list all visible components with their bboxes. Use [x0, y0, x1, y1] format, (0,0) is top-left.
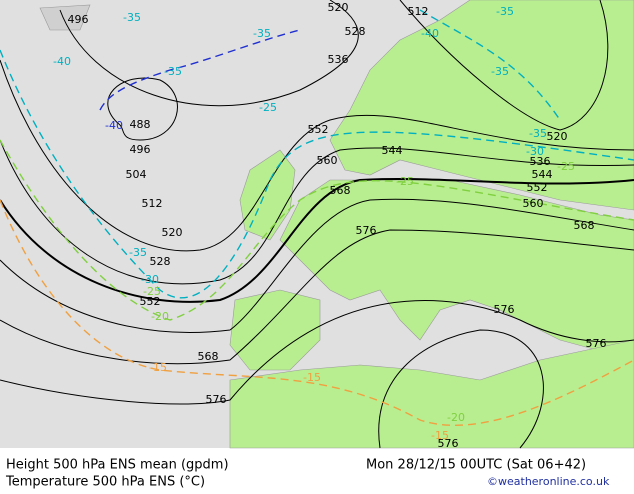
- contour-label: -35: [253, 27, 271, 40]
- contour-label: -20: [151, 310, 169, 323]
- contour-label: 576: [438, 437, 459, 450]
- contour-label: -25: [557, 160, 575, 173]
- contour-label: 544: [532, 168, 553, 181]
- contour-label: 560: [317, 154, 338, 167]
- contour-label: 552: [527, 181, 548, 194]
- height-contours: [0, 0, 634, 449]
- contour-label: 568: [574, 219, 595, 232]
- contour-label: 520: [328, 1, 349, 14]
- contour-label: -30: [526, 145, 544, 158]
- credit: ©weatheronline.co.uk: [487, 475, 610, 488]
- height-labels: 496 520 512 528 536 488 496 504 512 520 …: [68, 1, 607, 450]
- contour-label: -35: [123, 11, 141, 24]
- contour-label: -20: [447, 411, 465, 424]
- contour-label: 504: [126, 168, 147, 181]
- contour-label: -25: [143, 285, 161, 298]
- contour-label: 576: [206, 393, 227, 406]
- contour-label: -40: [105, 119, 123, 132]
- contour-label: -15: [303, 371, 321, 384]
- contour-label: 536: [328, 53, 349, 66]
- contour-label: -15: [149, 361, 167, 374]
- contour-label: 568: [198, 350, 219, 363]
- contour-label: 568: [330, 184, 351, 197]
- temperature-contours: [0, 9, 634, 427]
- contour-label: -35: [164, 65, 182, 78]
- contour-label: -40: [421, 27, 439, 40]
- contour-label: -35: [529, 127, 547, 140]
- footer-title: Temperature 500 hPa ENS (°C): [5, 475, 205, 490]
- contour-label: 576: [494, 303, 515, 316]
- contour-label: 528: [150, 255, 171, 268]
- run-time: Mon 28/12/15 00UTC (Sat 06+42): [366, 458, 586, 473]
- contour-label: 576: [586, 337, 607, 350]
- contour-label: 520: [162, 226, 183, 239]
- contour-label: 528: [345, 25, 366, 38]
- contour-label: -25: [396, 175, 414, 188]
- contour-label: -35: [491, 65, 509, 78]
- contour-label: 496: [130, 143, 151, 156]
- contour-label: 576: [356, 224, 377, 237]
- temperature-labels: -35 -40 -35 -35 -40 -35 -35 -40 -25 -35 …: [53, 5, 575, 442]
- contour-label: -35: [496, 5, 514, 18]
- contour-label: -40: [53, 55, 71, 68]
- footer-title: Height 500 hPa ENS mean (gpdm): [6, 458, 229, 473]
- contour-label: 512: [142, 197, 163, 210]
- contour-label: 520: [547, 130, 568, 143]
- contour-label: -25: [259, 101, 277, 114]
- contour-label: 544: [382, 144, 403, 157]
- contour-label: 496: [68, 13, 89, 26]
- contour-label: -35: [129, 246, 147, 259]
- land: [39, 0, 634, 449]
- contour-label: 560: [523, 197, 544, 210]
- contour-label: -30: [141, 273, 159, 286]
- contour-label: 552: [308, 123, 329, 136]
- contour-label: -15: [431, 429, 449, 442]
- contour-label: 488: [130, 118, 151, 131]
- contour-label: 512: [408, 5, 429, 18]
- contour-label: 536: [530, 155, 551, 168]
- contour-label: 552: [140, 295, 161, 308]
